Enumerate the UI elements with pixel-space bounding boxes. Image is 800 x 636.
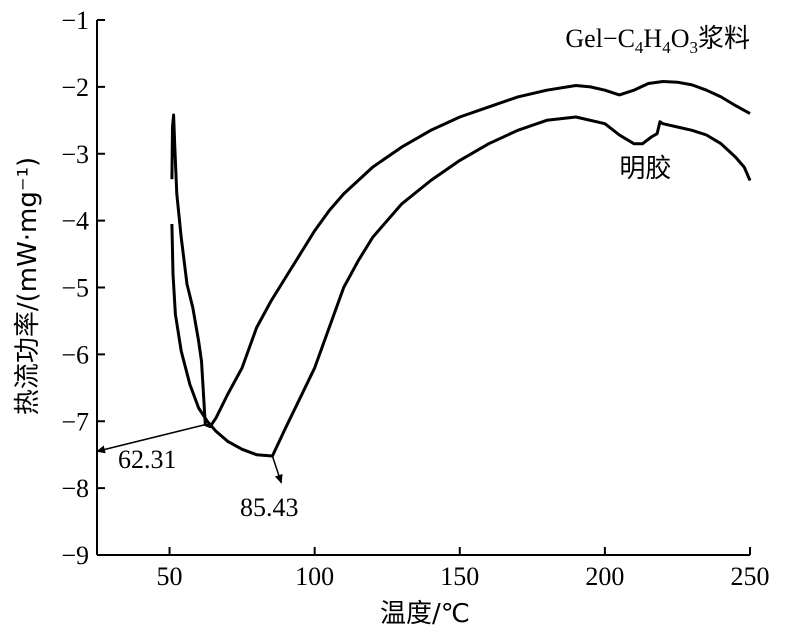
- annotation-layer: 62.31 85.43: [96, 423, 299, 522]
- y-tick-label: −4: [61, 207, 89, 236]
- x-tick-label: 50: [157, 562, 183, 591]
- x-tick-label: 150: [440, 562, 479, 591]
- series-layer: [170, 80, 752, 458]
- y-tick-label: −1: [61, 6, 89, 35]
- label-layer: 明胶 Gel−C4H4O3浆料: [565, 24, 750, 183]
- annotation-label-0: 62.31: [118, 445, 177, 474]
- series-label-1: Gel−C4H4O3浆料: [565, 24, 750, 57]
- annotation-arrow-0: [96, 423, 206, 454]
- series-line-1: [170, 80, 751, 429]
- x-tick-label: 250: [731, 562, 770, 591]
- y-tick-label: −7: [61, 407, 89, 436]
- series-line-0: [170, 115, 752, 458]
- axes: −1 −2 −3 −4 −5 −6 −7 −8 −9 50 100 150 200 250: [61, 6, 769, 591]
- y-tick-label: −8: [61, 474, 89, 503]
- annotation-arrow-1: [271, 455, 283, 484]
- y-axis-title: 热流功率/(mW·mg⁻¹): [13, 157, 43, 415]
- x-tick-label: 100: [295, 562, 334, 591]
- y-tick-label: −5: [61, 274, 89, 303]
- y-tick-label: −3: [61, 140, 89, 169]
- series-label-0: 明胶: [619, 154, 671, 183]
- annotation-label-1: 85.43: [240, 493, 299, 522]
- y-tick-label: −6: [61, 340, 89, 369]
- y-tick-label: −9: [61, 541, 89, 570]
- y-tick-label: −2: [61, 73, 89, 102]
- x-axis-title: 温度/℃: [380, 599, 470, 629]
- x-tick-label: 200: [585, 562, 624, 591]
